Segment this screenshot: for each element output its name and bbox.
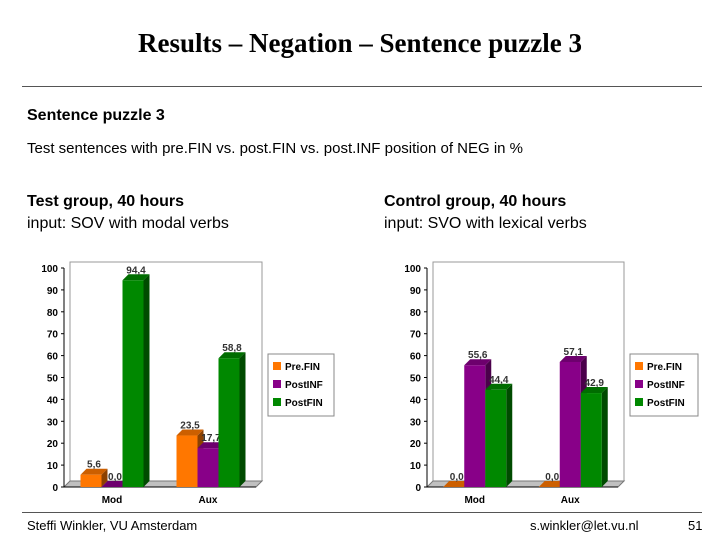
test-group-title: Test group, 40 hours input: SOV with mod…: [27, 191, 229, 235]
data-label: 57,1: [564, 347, 584, 358]
control-group-name: Control group, 40 hours: [384, 193, 567, 210]
legend-swatch: [273, 380, 281, 388]
footer-email: s.winkler@let.vu.nl: [530, 518, 639, 533]
footer-divider: [22, 512, 702, 513]
control-group-input: input: SVO with lexical verbs: [384, 215, 587, 232]
y-tick-label: 60: [47, 352, 59, 363]
bar: [485, 389, 507, 487]
legend-swatch: [635, 362, 643, 370]
bar-top: [197, 442, 225, 449]
data-label: 58,8: [222, 343, 242, 354]
bar: [580, 393, 602, 487]
y-tick-label: 90: [410, 286, 422, 297]
y-tick-label: 80: [47, 308, 59, 319]
bar-side: [601, 387, 608, 487]
bar-side: [506, 383, 513, 487]
bar-top: [485, 383, 513, 390]
bar: [464, 365, 486, 487]
data-label: 23,5: [180, 421, 200, 432]
data-label: 0,0: [450, 472, 464, 483]
control-group-chart: 0 10 20 30 40 50 60 70 80 90 100 0,0 55,6 44,4 Mod 0,0 5…: [404, 261, 699, 506]
data-label: 17,7: [201, 433, 221, 444]
legend-swatch: [635, 380, 643, 388]
bar-top: [580, 387, 608, 394]
title-divider: [22, 86, 702, 87]
legend-entry: Pre.FIN: [285, 362, 320, 373]
legend-swatch: [635, 398, 643, 406]
bar-top: [559, 355, 587, 362]
legend-swatch: [273, 362, 281, 370]
bar-top: [218, 352, 246, 359]
y-tick-label: 100: [41, 264, 58, 275]
legend-entry: PostFIN: [647, 398, 685, 409]
y-tick-label: 10: [47, 461, 59, 472]
bar-top: [443, 481, 471, 487]
y-tick-label: 70: [410, 330, 422, 341]
bar-top: [538, 481, 566, 487]
data-label: 42,9: [585, 378, 605, 389]
bar-top: [101, 481, 129, 487]
bar-side: [239, 352, 246, 487]
category-label: Mod: [102, 495, 123, 506]
data-label: 55,6: [468, 350, 488, 361]
y-tick-label: 80: [410, 308, 422, 319]
y-tick-label: 0: [52, 483, 58, 494]
y-tick-label: 70: [47, 330, 59, 341]
bar: [218, 358, 240, 487]
bar-top: [464, 359, 492, 366]
legend-entry: PostFIN: [285, 398, 323, 409]
category-label: Aux: [561, 495, 580, 506]
bar-top: [176, 429, 204, 436]
y-tick-label: 50: [47, 374, 59, 385]
category-label: Aux: [199, 495, 218, 506]
test-group-input: input: SOV with modal verbs: [27, 215, 229, 232]
data-label: 0,0: [108, 472, 122, 483]
y-tick-label: 50: [410, 374, 422, 385]
bar: [80, 474, 102, 487]
y-tick-label: 10: [410, 461, 422, 472]
y-tick-label: 0: [415, 483, 421, 494]
bar-top: [80, 468, 108, 475]
page-number: 51: [688, 518, 703, 533]
data-label: 0,0: [545, 472, 559, 483]
control-group-title: Control group, 40 hours input: SVO with …: [384, 191, 587, 235]
y-tick-label: 30: [47, 417, 59, 428]
slide-title: Results – Negation – Sentence puzzle 3: [138, 28, 582, 58]
y-tick-label: 60: [410, 352, 422, 363]
bar: [559, 361, 581, 487]
y-tick-label: 90: [47, 286, 59, 297]
section-subheading: Test sentences with pre.FIN vs. post.FIN…: [27, 140, 524, 157]
y-tick-label: 20: [47, 439, 59, 450]
data-label: 5,6: [87, 460, 101, 471]
data-label: 94,4: [126, 265, 146, 276]
section-heading: Sentence puzzle 3: [27, 107, 165, 124]
y-tick-label: 100: [404, 264, 421, 275]
bar-side: [143, 274, 150, 487]
bar-top: [122, 274, 150, 281]
bar-side: [101, 468, 108, 487]
bar: [176, 435, 198, 487]
y-tick-label: 40: [410, 395, 422, 406]
y-tick-label: 20: [410, 439, 422, 450]
y-tick-label: 40: [47, 395, 59, 406]
test-group-name: Test group, 40 hours: [27, 193, 185, 210]
data-label: 44,4: [489, 375, 509, 386]
y-tick-label: 30: [410, 417, 422, 428]
legend-entry: PostINF: [647, 380, 685, 391]
footer-author: Steffi Winkler, VU Amsterdam: [27, 518, 198, 533]
category-label: Mod: [464, 495, 485, 506]
legend-entry: PostINF: [285, 380, 323, 391]
bar: [122, 280, 144, 487]
bar: [197, 448, 219, 487]
legend-swatch: [273, 398, 281, 406]
test-group-chart: 0 10 20 30 40 50 60 70 80 90 100 5,6 0,0 94,4 Mod 23,51…: [41, 261, 335, 506]
legend-entry: Pre.FIN: [647, 362, 682, 373]
